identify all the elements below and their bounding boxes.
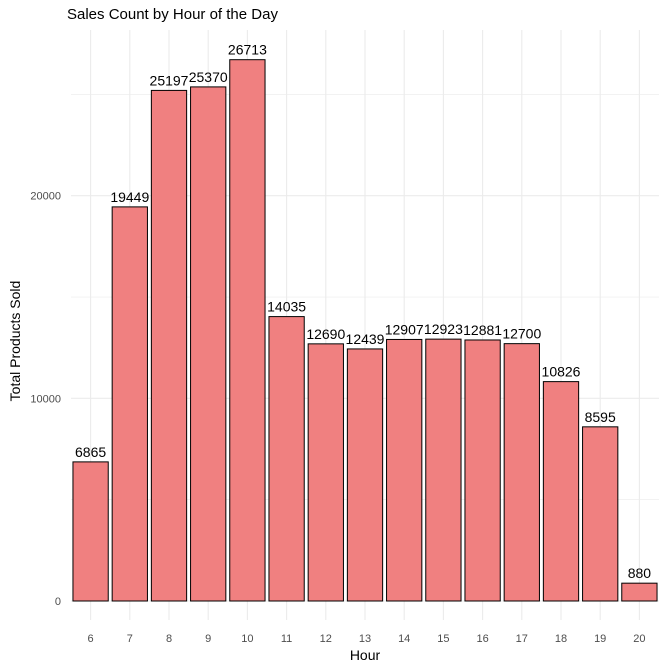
bar: [582, 426, 619, 602]
x-tick-label: 6: [88, 633, 94, 645]
data-label: 12881: [463, 322, 502, 338]
bar: [425, 338, 462, 602]
bar: [503, 343, 540, 602]
x-tick-label: 20: [633, 633, 645, 645]
bar: [150, 89, 188, 602]
bar: [386, 338, 423, 602]
chart-title: Sales Count by Hour of the Day: [67, 6, 278, 23]
data-label: 25197: [150, 72, 189, 88]
bar: [464, 339, 501, 602]
x-tick-label: 18: [555, 633, 567, 645]
x-axis-label: Hour: [349, 647, 381, 663]
x-tick-label: 16: [476, 633, 488, 645]
x-tick-label: 10: [241, 633, 253, 645]
data-label: 10826: [542, 364, 581, 380]
y-axis-label: Total Products Sold: [7, 280, 23, 402]
x-tick-label: 17: [516, 633, 528, 645]
data-label: 26713: [228, 42, 267, 58]
bar: [229, 59, 266, 602]
x-tick-label: 13: [359, 633, 371, 645]
x-tick-label: 11: [281, 633, 292, 645]
x-tick-label: 8: [166, 633, 172, 645]
data-label: 8595: [585, 409, 616, 425]
y-tick-label: 20000: [30, 191, 61, 203]
bar: [346, 348, 384, 602]
bar: [621, 582, 658, 602]
x-tick-label: 12: [320, 633, 332, 645]
y-tick-label: 0: [55, 596, 61, 608]
data-label: 12439: [346, 331, 385, 347]
bar: [111, 206, 148, 602]
data-label: 880: [628, 565, 652, 581]
data-label: 12923: [424, 321, 463, 337]
x-tick-label: 14: [398, 633, 410, 645]
y-tick-label: 10000: [30, 393, 61, 405]
x-tick-label: 7: [127, 633, 133, 645]
data-label: 6865: [75, 444, 106, 460]
bar: [190, 86, 227, 602]
x-tick-label: 19: [594, 633, 606, 645]
bar: [268, 316, 305, 602]
data-label: 12690: [306, 326, 345, 342]
bar: [72, 461, 109, 602]
data-label: 12700: [502, 326, 541, 342]
data-label: 14035: [267, 299, 306, 315]
x-tick-label: 9: [205, 633, 211, 645]
x-tick-label: 15: [437, 633, 449, 645]
data-label: 19449: [110, 189, 149, 205]
data-label: 25370: [189, 69, 228, 85]
data-label: 12907: [385, 321, 424, 337]
bar: [307, 343, 344, 602]
bar: [542, 381, 580, 602]
